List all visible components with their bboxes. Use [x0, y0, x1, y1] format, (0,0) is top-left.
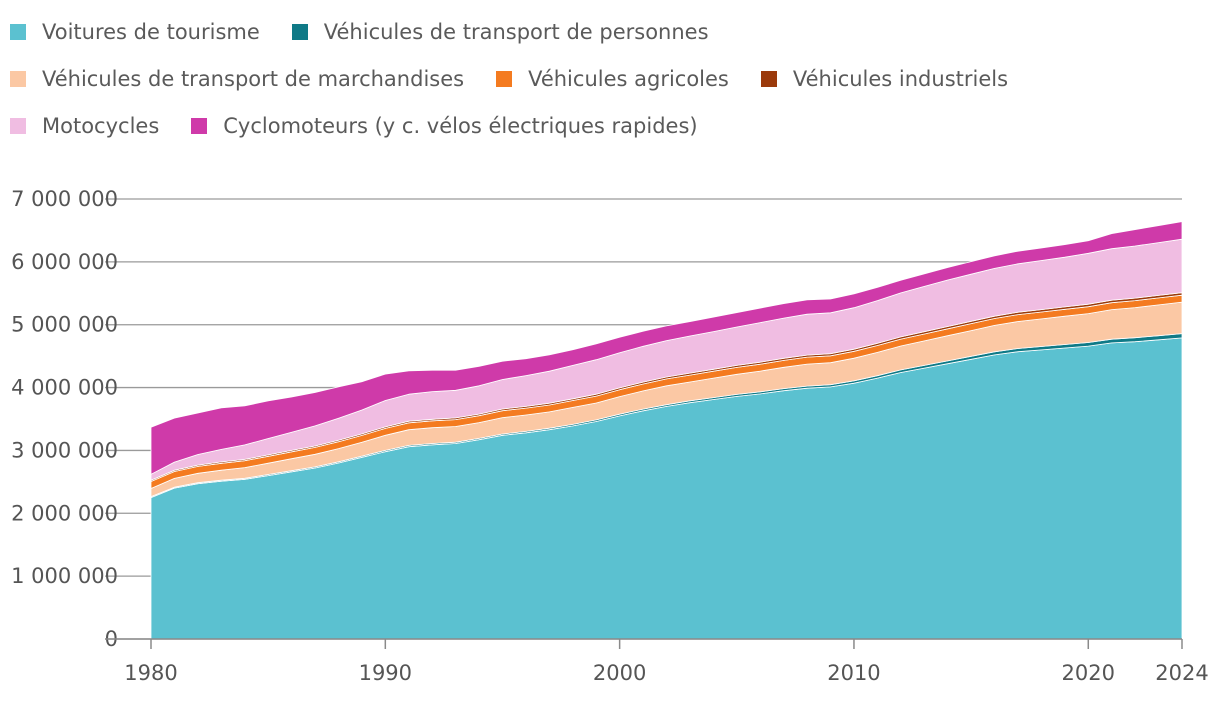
legend-swatch-voitures-de-tourisme: [10, 23, 26, 40]
x-tick-label: 1980: [124, 661, 177, 685]
y-tick-label: 3 000 000: [11, 438, 118, 462]
x-axis: 1980 1990 2000 2010 2020 2024: [105, 638, 1209, 685]
legend-label: Voitures de tourisme: [42, 19, 260, 44]
legend-item-vehicules-agricoles: Véhicules agricoles: [496, 67, 729, 91]
legend-label: Véhicules agricoles: [528, 66, 729, 91]
legend-label: Véhicules industriels: [792, 66, 1009, 91]
legend-label: Véhicules de transport de marchandises: [42, 66, 465, 91]
legend-item-vehicules-industriels: Véhicules industriels: [760, 66, 1009, 91]
legend-label: Cyclomoteurs (y c. vélos électriques rap…: [223, 113, 698, 138]
x-tick-label: 2024: [1155, 661, 1208, 685]
x-tick-label: 1990: [359, 661, 412, 685]
legend-item-voitures-de-tourisme: Voitures de tourisme: [10, 20, 260, 44]
x-tick-label: 2020: [1062, 661, 1115, 685]
legend-label: Véhicules de transport de personnes: [323, 19, 709, 44]
legend-swatch-cyclomoteurs: [191, 117, 208, 134]
legend-swatch-transport-de-marchandises: [10, 70, 26, 87]
area-series: [150, 221, 1183, 640]
legend-item-cyclomoteurs: Cyclomoteurs (y c. vélos électriques rap…: [191, 113, 698, 138]
legend-item-transport-de-marchandises: Véhicules de transport de marchandises: [10, 67, 464, 91]
x-tick-label: 2000: [593, 661, 646, 685]
y-tick-label: 1 000 000: [11, 564, 118, 588]
legend-item-motocycles: Motocycles: [10, 114, 159, 138]
legend-row: Motocycles Cyclomoteurs (y c. vélos élec…: [10, 102, 1210, 149]
legend-row: Véhicules de transport de marchandises V…: [10, 55, 1210, 102]
x-tick-label: 2010: [827, 661, 880, 685]
legend-label: Motocycles: [42, 113, 160, 138]
legend-swatch-vehicules-industriels: [760, 70, 777, 87]
legend-row: Voitures de tourisme Véhicules de transp…: [10, 8, 1210, 55]
legend-swatch-vehicules-agricoles: [496, 70, 513, 87]
y-tick-label: 4 000 000: [11, 376, 118, 400]
legend-swatch-transport-de-personnes: [291, 23, 308, 40]
y-tick-label: 7 000 000: [11, 187, 118, 211]
chart-legend: Voitures de tourisme Véhicules de transp…: [10, 8, 1210, 149]
y-tick-label: 2 000 000: [11, 501, 118, 525]
area-cyclomoteurs-y-c-v-los-lectriques-rapides-: [150, 221, 1183, 475]
y-tick-label: 6 000 000: [11, 250, 118, 274]
legend-item-transport-de-personnes: Véhicules de transport de personnes: [291, 19, 709, 44]
y-tick-label: 5 000 000: [11, 313, 118, 337]
legend-swatch-motocycles: [10, 117, 26, 134]
